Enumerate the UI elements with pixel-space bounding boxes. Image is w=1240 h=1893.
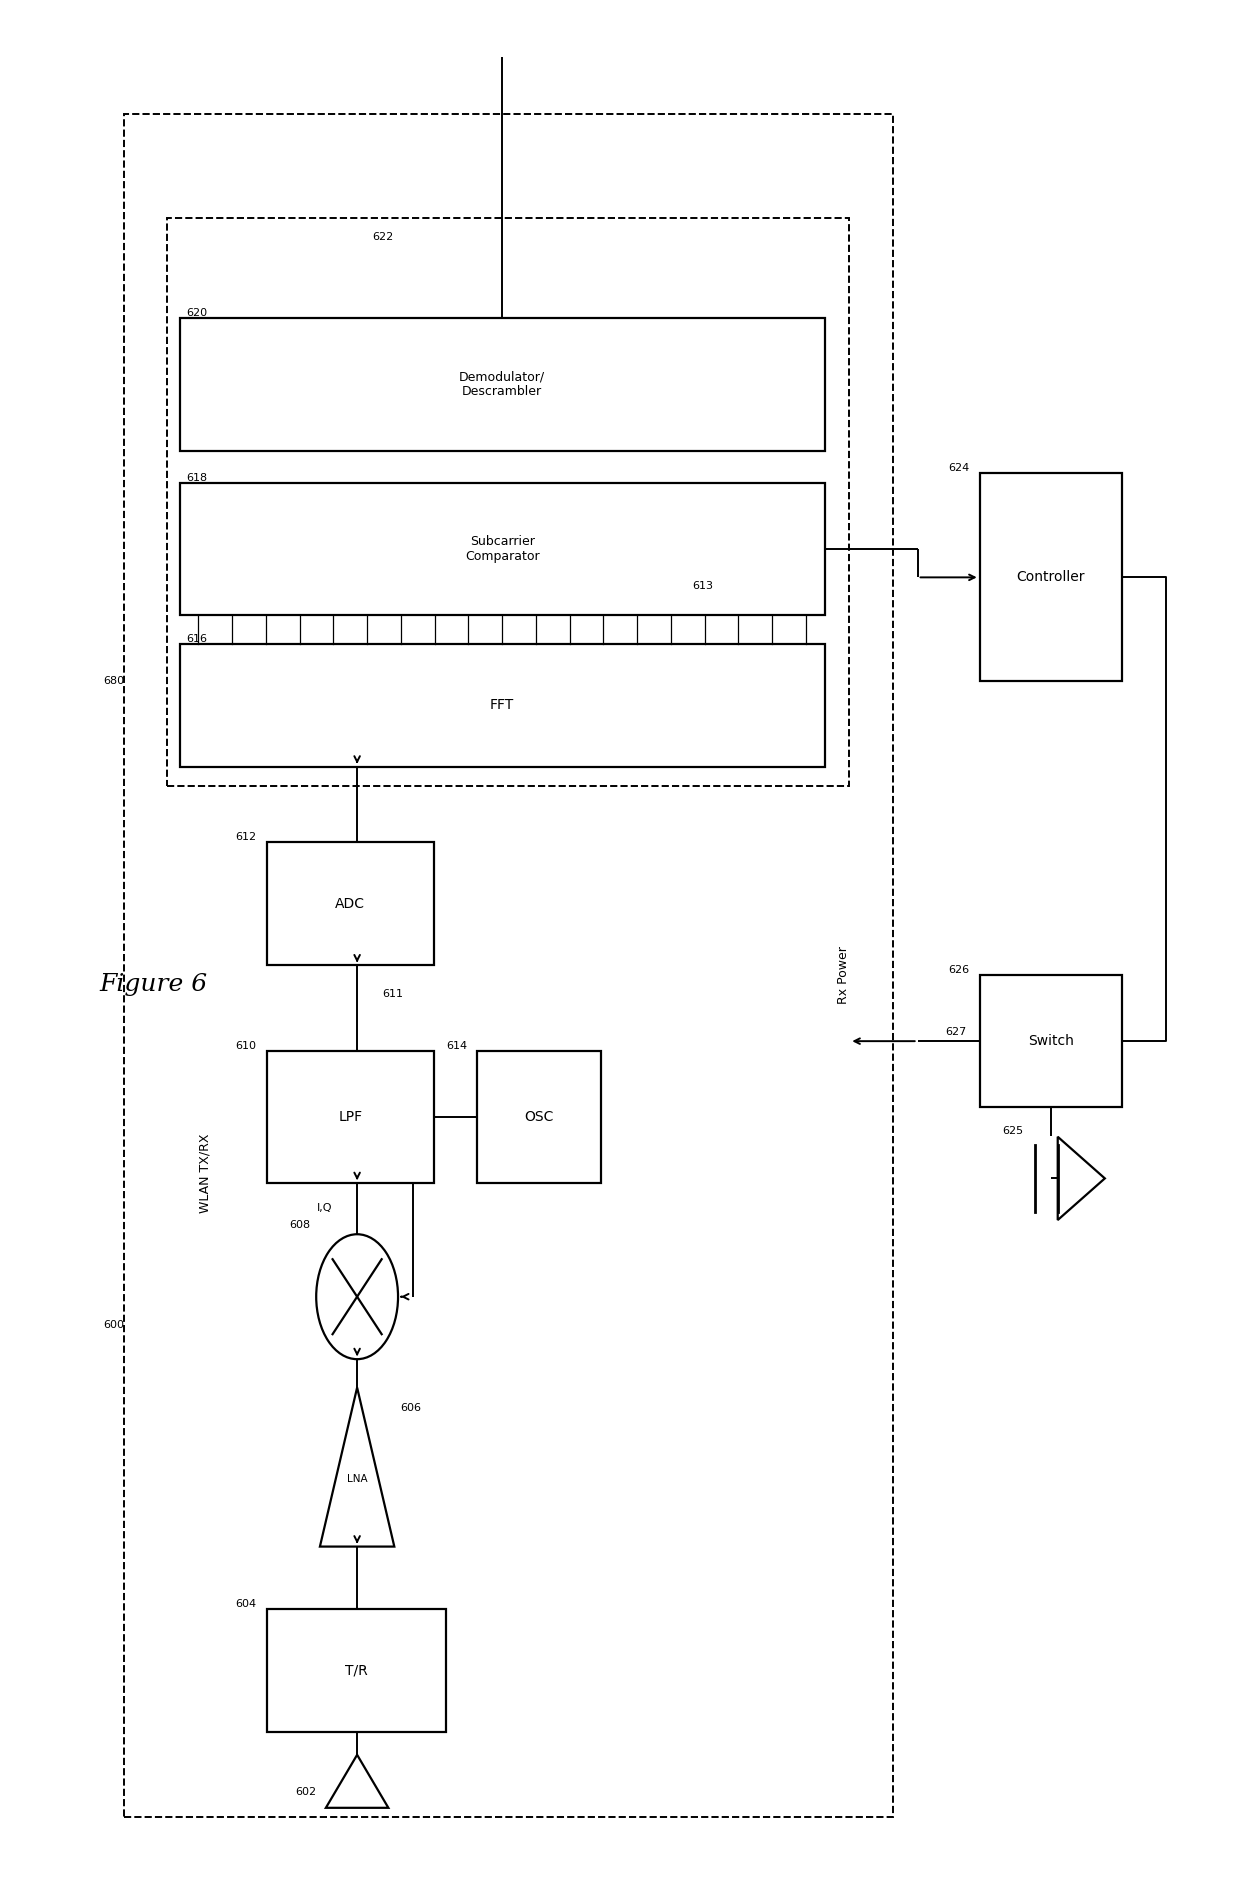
Text: ADC: ADC [335, 897, 366, 911]
Text: 600: 600 [103, 1319, 124, 1331]
Bar [180, 483, 825, 615]
Text: WLAN TX/RX: WLAN TX/RX [198, 1134, 211, 1213]
Bar [124, 114, 893, 1817]
Text: Controller: Controller [1017, 570, 1085, 585]
Bar [980, 473, 1122, 681]
Text: 616: 616 [186, 634, 207, 644]
Text: 620: 620 [186, 309, 207, 318]
Text: 610: 610 [236, 1041, 257, 1051]
Text: Demodulator/
Descrambler: Demodulator/ Descrambler [459, 371, 546, 398]
Bar [180, 644, 825, 767]
Text: 611: 611 [382, 988, 403, 1000]
Text: 622: 622 [372, 233, 393, 242]
Bar [267, 1051, 434, 1183]
Text: 608: 608 [289, 1221, 310, 1230]
Bar [167, 218, 849, 786]
Bar [477, 1051, 601, 1183]
Bar [980, 975, 1122, 1107]
Text: 613: 613 [692, 581, 713, 591]
Text: 618: 618 [186, 473, 207, 483]
Text: 614: 614 [446, 1041, 467, 1051]
Text: Rx Power: Rx Power [837, 946, 849, 1003]
Text: T/R: T/R [345, 1664, 368, 1677]
Text: Figure 6: Figure 6 [99, 973, 207, 996]
Text: LNA: LNA [347, 1475, 367, 1484]
Text: 626: 626 [949, 965, 970, 975]
Text: 624: 624 [949, 464, 970, 473]
Text: LPF: LPF [339, 1109, 362, 1124]
Text: I,Q: I,Q [317, 1202, 332, 1213]
Text: Subcarrier
Comparator: Subcarrier Comparator [465, 536, 539, 562]
Text: 625: 625 [1002, 1126, 1023, 1136]
Text: 604: 604 [236, 1600, 257, 1609]
Text: FFT: FFT [490, 699, 515, 712]
Bar [267, 1609, 446, 1732]
Bar [180, 318, 825, 451]
Bar [267, 842, 434, 965]
Text: Switch: Switch [1028, 1034, 1074, 1049]
Text: 602: 602 [295, 1787, 316, 1796]
Text: 606: 606 [401, 1403, 422, 1414]
Text: 627: 627 [945, 1028, 966, 1037]
Text: OSC: OSC [525, 1109, 554, 1124]
Text: 680: 680 [103, 676, 124, 687]
Text: 612: 612 [236, 833, 257, 842]
